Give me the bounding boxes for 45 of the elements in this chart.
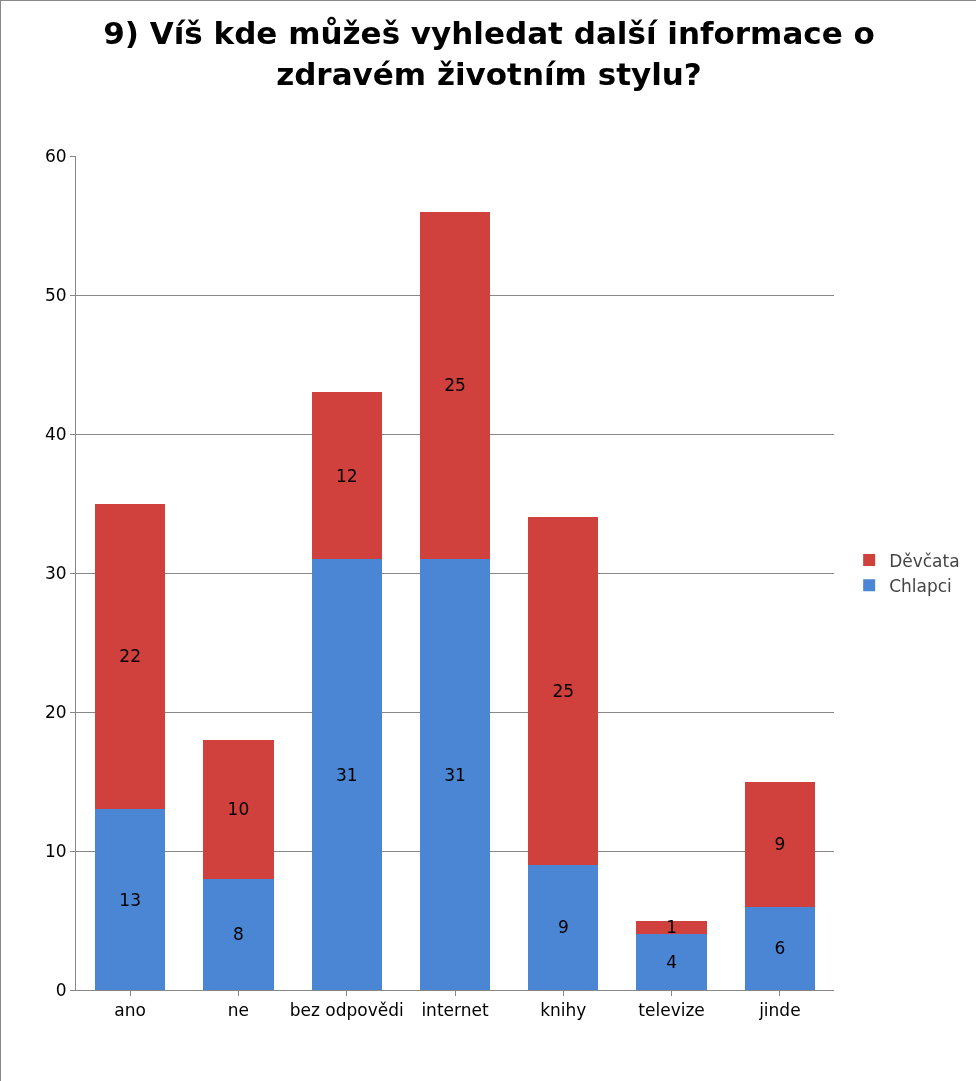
bar — [528, 864, 599, 990]
data-label: 12 — [335, 465, 358, 486]
bar — [744, 906, 816, 990]
data-label: 22 — [119, 646, 141, 667]
x-tick-label: internet — [421, 1000, 489, 1021]
data-label: 31 — [335, 764, 358, 785]
y-tick-label: 10 — [44, 840, 67, 861]
data-label: 6 — [774, 938, 786, 959]
bar — [419, 559, 491, 990]
bar — [311, 559, 382, 990]
x-tick-label: televize — [638, 1000, 705, 1021]
bar — [203, 739, 274, 879]
bar — [528, 517, 599, 865]
y-tick-label: 20 — [44, 701, 67, 722]
legend-label: Děvčata — [889, 550, 960, 571]
y-tick-label: 0 — [55, 979, 67, 1000]
bar — [636, 920, 707, 935]
legend-label: Chlapci — [889, 575, 952, 596]
x-tick-label: knihy — [540, 1000, 587, 1021]
data-label: 8 — [233, 924, 244, 945]
bar — [636, 934, 707, 990]
bar — [94, 503, 166, 810]
y-tick-label: 30 — [44, 562, 67, 583]
bar — [419, 211, 491, 560]
bar — [311, 392, 382, 560]
bar — [94, 809, 166, 990]
bar — [203, 878, 274, 990]
data-label: 13 — [119, 889, 141, 910]
x-tick-label: jinde — [758, 1000, 801, 1021]
chart-title: 9) Víš kde můžeš vyhledat další informace o zdravém životním stylu? — [103, 15, 875, 92]
data-label: 9 — [557, 917, 569, 938]
data-label: 1 — [666, 917, 677, 938]
x-tick-label: bez odpovědi — [289, 1000, 404, 1021]
x-tick-label: ano — [114, 1000, 146, 1021]
y-tick-label: 60 — [44, 145, 67, 166]
data-label: 25 — [552, 681, 575, 702]
y-tick-label: 50 — [44, 284, 67, 305]
data-label: 4 — [666, 952, 677, 973]
data-label: 10 — [227, 799, 250, 820]
y-tick-label: 40 — [44, 423, 67, 444]
bar — [744, 781, 816, 907]
x-tick-label: ne — [227, 1000, 250, 1021]
data-label: 31 — [444, 764, 466, 785]
data-label: 9 — [774, 834, 786, 855]
data-label: 25 — [444, 375, 466, 396]
